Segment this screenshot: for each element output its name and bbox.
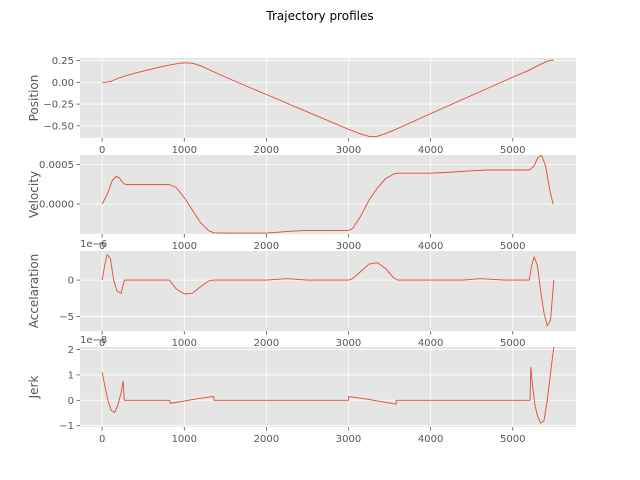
- velocity-x-tick-label: 0: [99, 241, 105, 252]
- position-y-tick-label: −0.25: [43, 100, 74, 111]
- jerk-x-tick-label: 2000: [254, 434, 279, 445]
- figure-title: Trajectory profiles: [265, 9, 373, 23]
- position-panel: 0 1000 2000 3000 4000 5000 0.25 0.00 −0.25 −0.50P…: [27, 56, 576, 156]
- jerk-x-tick-label: 3000: [336, 434, 361, 445]
- acceleration-x-tick-label: 3000: [336, 338, 361, 349]
- jerk-x-tick-label: 5000: [500, 434, 525, 445]
- velocity-y-axis-label: Velocity: [27, 171, 41, 218]
- acceleration-y-tick-label: −5: [59, 312, 74, 323]
- velocity-plot-area: [80, 155, 576, 234]
- position-y-tick-label: 0.25: [52, 56, 74, 67]
- position-x-tick-label: 1000: [172, 145, 197, 156]
- acceleration-series-line: [101, 254, 555, 327]
- velocity-y-tick-label: 0.0005: [39, 160, 74, 171]
- jerk-panel: 0 1000 2000 3000 4000 5000 2 1 0 −1 Jerk 1e−8: [27, 335, 576, 445]
- position-plot-area: [80, 58, 576, 138]
- acceleration-x-tick-label: 5000: [500, 338, 525, 349]
- acceleration-x-tick-label: 0: [99, 338, 105, 349]
- velocity-x-tick-label: 1000: [172, 241, 197, 252]
- velocity-x-tick-label: 4000: [418, 241, 443, 252]
- position-y-tick-label: 0.00: [52, 78, 74, 89]
- velocity-x-tick-label: 5000: [500, 241, 525, 252]
- velocity-series-line: [101, 155, 554, 234]
- acceleration-y-tick-label: 0: [68, 276, 74, 287]
- position-x-tick-label: 4000: [418, 145, 443, 156]
- jerk-series-line: [101, 347, 555, 424]
- subplots: 0 1000 2000 3000 4000 50000.250.00−0.25−0.50P…: [27, 56, 576, 445]
- velocity-x-tick-label: 3000: [336, 241, 361, 252]
- position-y-tick-label: −0.50: [43, 121, 74, 132]
- jerk-x-tick-label: 1000: [172, 434, 197, 445]
- acceleration-y-axis-label: Accelaration: [27, 254, 41, 329]
- acceleration-x-tick-label: 2000: [254, 338, 279, 349]
- acceleration-offset-label: 1e−6: [80, 239, 107, 250]
- jerk-offset-label: 1e−8: [80, 335, 107, 346]
- jerk-y-tick-label: 0: [68, 396, 74, 407]
- position-x-tick-label: 5000: [500, 145, 525, 156]
- jerk-plot-area: [80, 347, 576, 427]
- jerk-y-tick-label: −1: [59, 421, 74, 432]
- position-x-tick-label: 3000: [336, 145, 361, 156]
- position-x-tick-label: 2000: [254, 145, 279, 156]
- acceleration-panel: 0 1000 2000 3000 4000 5000 0 −5 Accelaration 1e−6: [27, 239, 576, 349]
- acceleration-x-tick-label: 1000: [172, 338, 197, 349]
- velocity-panel: 0 1000 2000 3000 4000 5000 0.0005 0.0000Velocit…: [27, 155, 576, 252]
- jerk-y-tick-label: 2: [68, 345, 74, 356]
- acceleration-x-tick-label: 4000: [418, 338, 443, 349]
- jerk-x-tick-label: 4000: [418, 434, 443, 445]
- position-x-tick-label: 0: [99, 145, 105, 156]
- position-series-line: [102, 59, 554, 138]
- jerk-x-tick-label: 0: [99, 434, 105, 445]
- jerk-y-tick-label: 1: [68, 370, 74, 381]
- jerk-y-axis-label: Jerk: [27, 376, 41, 400]
- velocity-x-tick-label: 2000: [254, 241, 279, 252]
- velocity-y-tick-label: 0.0000: [39, 199, 74, 210]
- acceleration-plot-area: [80, 251, 576, 331]
- position-y-axis-label: Position: [27, 75, 41, 122]
